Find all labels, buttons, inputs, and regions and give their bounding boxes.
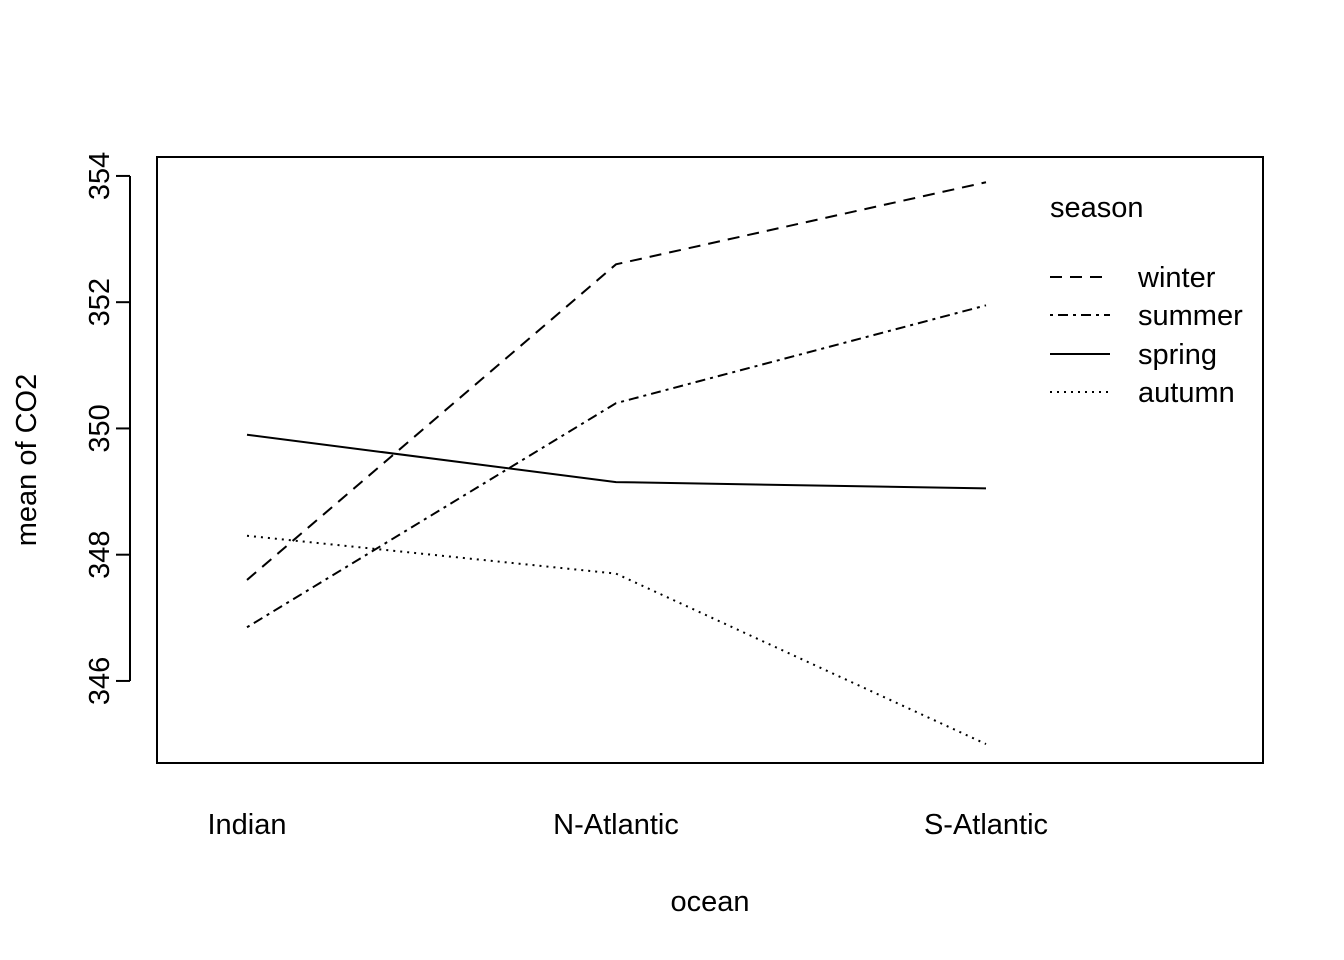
series-lines xyxy=(246,181,987,745)
y-tick-label: 348 xyxy=(84,530,116,578)
y-tick-label: 346 xyxy=(84,657,116,705)
legend-label-spring: spring xyxy=(1138,339,1217,371)
series-line-winter xyxy=(246,181,987,581)
x-tick-label: N-Atlantic xyxy=(553,809,679,841)
y-tick-label: 354 xyxy=(84,152,116,200)
x-axis-title: ocean xyxy=(670,886,749,918)
series-line-summer xyxy=(246,304,987,629)
y-tick-label: 350 xyxy=(84,404,116,452)
y-axis-title: mean of CO2 xyxy=(11,374,43,546)
plot-frame xyxy=(156,156,1264,764)
x-tick-label: Indian xyxy=(207,809,286,841)
y-tick-label: 352 xyxy=(84,278,116,326)
x-axis: Indian N-Atlantic S-Atlantic xyxy=(207,809,1048,841)
legend-label-autumn: autumn xyxy=(1138,377,1235,409)
legend: season winter summer spring autumn xyxy=(1050,192,1243,409)
legend-label-summer: summer xyxy=(1138,300,1243,332)
legend-label-winter: winter xyxy=(1137,262,1216,294)
series-line-spring xyxy=(246,433,987,490)
series-line-autumn xyxy=(246,534,987,745)
y-axis: 346 348 350 352 354 xyxy=(84,152,131,705)
x-tick-label: S-Atlantic xyxy=(924,809,1048,841)
legend-title: season xyxy=(1050,192,1144,224)
